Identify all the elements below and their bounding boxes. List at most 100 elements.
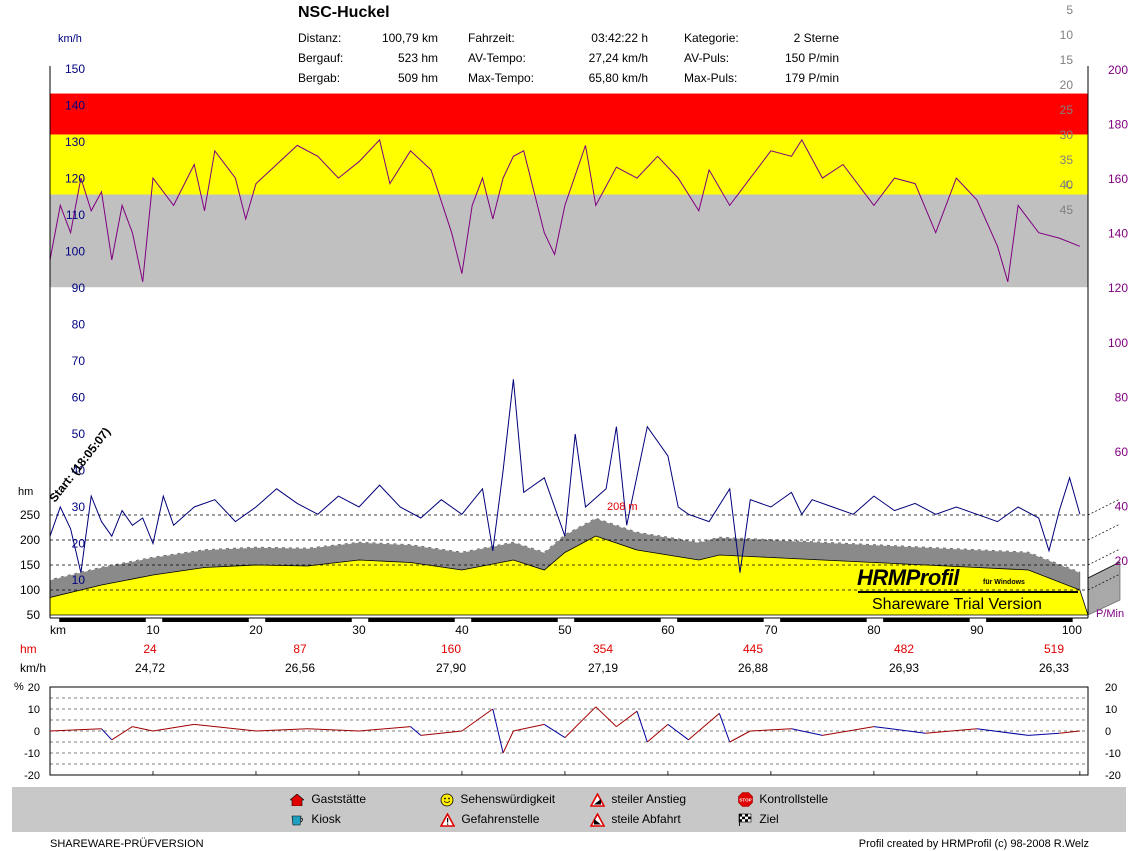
x-axis-segment xyxy=(986,618,1073,622)
hm-tick-label: 50 xyxy=(27,608,41,622)
stat-value-bergauf: 523 hm xyxy=(397,51,438,65)
summary-kmh-value: 26,33 xyxy=(1038,661,1070,675)
gradient-segment xyxy=(616,710,638,728)
legend-item-steiler-anstieg: steiler Anstieg xyxy=(589,792,686,807)
summary-hm-value: 445 xyxy=(742,642,764,656)
pulse-tick-label: 120 xyxy=(1108,281,1128,295)
trial-watermark: Shareware Trial Version xyxy=(872,596,1042,613)
stat-label-kategorie: Kategorie: xyxy=(684,31,739,45)
x-tick-label: 70 xyxy=(764,623,778,637)
summary-hm-label: hm xyxy=(20,642,37,656)
summary-kmh-value: 27,19 xyxy=(587,661,619,675)
elevation-area xyxy=(49,535,1089,616)
profile-chart: km/h102030405060708090100110120130140150… xyxy=(18,3,1129,637)
pulse-tick-label: 200 xyxy=(1108,63,1128,77)
legend-bar xyxy=(12,787,1126,832)
gradient-segment xyxy=(791,728,823,736)
gradient-axis-label: % xyxy=(14,681,24,693)
chart-title: NSC-Huckel xyxy=(298,4,390,21)
pulse-zone-gray xyxy=(50,194,1088,288)
elevation-ref-perspective xyxy=(1087,573,1121,591)
gradient-tick-right: 20 xyxy=(1105,682,1117,694)
speed-line xyxy=(49,379,1081,573)
perspective-edge xyxy=(1087,561,1121,579)
legend-label: Sehenswürdigkeit xyxy=(460,792,556,806)
steep-down-icon xyxy=(589,812,606,827)
kmh-axis-label: km/h xyxy=(58,33,82,45)
elevation-ref-perspective xyxy=(1087,498,1121,516)
temp-tick-label: 5 xyxy=(1066,3,1073,17)
gradient-segment xyxy=(750,728,792,732)
gradient-tick-left: 0 xyxy=(34,726,40,738)
hm-tick-label: 200 xyxy=(20,533,40,547)
gradient-segment xyxy=(420,730,462,736)
pulse-tick-label: 180 xyxy=(1108,118,1128,132)
kmh-tick-label: 80 xyxy=(72,318,86,332)
kmh-tick-label: 30 xyxy=(72,500,86,514)
gradient-tick-left: 10 xyxy=(28,704,40,716)
x-axis-segment xyxy=(368,618,455,622)
temp-tick-label: 35 xyxy=(1060,153,1074,167)
kmh-tick-label: 140 xyxy=(65,99,85,113)
speed-series xyxy=(49,379,1081,573)
stop-icon-text: STOP xyxy=(739,798,751,803)
gradient-segment xyxy=(718,713,731,743)
kmh-tick-label: 130 xyxy=(65,135,85,149)
gradient-segment xyxy=(111,726,133,741)
gradient-segment xyxy=(49,728,102,732)
kmh-tick-label: 20 xyxy=(72,537,86,551)
gradient-segment xyxy=(873,726,926,734)
footer-left: SHAREWARE-PRÜFVERSION xyxy=(50,838,204,850)
temp-tick-label: 40 xyxy=(1060,178,1074,192)
legend-item-kontrollstelle: STOP Kontrollstelle xyxy=(738,792,828,808)
footer-right: Profil created by HRMProfil (c) 98-2008 … xyxy=(858,838,1089,850)
legend-item-steile-abfahrt: steile Abfahrt xyxy=(589,812,681,827)
x-axis-segment xyxy=(883,618,970,622)
stat-value-av-puls: 150 P/min xyxy=(784,51,839,65)
summary-hm-value: 482 xyxy=(893,642,915,656)
legend-label: Kiosk xyxy=(311,812,341,826)
summary-hm-value: 160 xyxy=(440,642,462,656)
gradient-segment xyxy=(194,723,257,732)
stat-label-av-puls: AV-Puls: xyxy=(684,51,730,65)
hm-axis-label: hm xyxy=(18,486,33,498)
logo-underline xyxy=(858,591,1078,593)
stat-label-bergab: Bergab: xyxy=(298,71,341,85)
stat-value-distanz: 100,79 km xyxy=(381,31,438,45)
gradient-segment xyxy=(646,724,669,743)
x-axis-segment xyxy=(265,618,352,622)
stat-value-bergab: 509 hm xyxy=(397,71,438,85)
x-axis-segment xyxy=(574,618,661,622)
gradient-segment xyxy=(564,706,597,738)
stat-value-max-puls: 179 P/min xyxy=(784,71,839,85)
legend-item-ziel: Ziel xyxy=(738,812,779,827)
gradient-segment xyxy=(502,730,514,754)
summary-hm-value: 87 xyxy=(293,642,307,656)
stat-value-fahrzeit: 03:42:22 h xyxy=(591,31,648,45)
hrmprofil-logo-sub: für Windows xyxy=(983,579,1025,586)
kmh-tick-label: 120 xyxy=(65,172,85,186)
hm-tick-label: 150 xyxy=(20,558,40,572)
temp-axis-label: C xyxy=(1065,179,1073,191)
pulse-zone-yellow xyxy=(50,134,1088,195)
legend-label: steile Abfahrt xyxy=(611,812,681,826)
kmh-tick-label: 60 xyxy=(72,391,86,405)
gradient-tick-left: -20 xyxy=(24,770,40,782)
x-tick-label: 30 xyxy=(352,623,366,637)
legend-label: Gaststätte xyxy=(311,792,367,806)
legend-label: Gefahrenstelle xyxy=(461,812,540,826)
gradient-segment xyxy=(667,723,689,741)
gradient-segment xyxy=(152,723,195,732)
temp-tick-label: 20 xyxy=(1060,78,1074,92)
pulse-tick-label: 140 xyxy=(1108,227,1128,241)
pulse-series xyxy=(49,138,1081,282)
elevation-ref-perspective xyxy=(1087,523,1121,541)
gradient-segment xyxy=(1028,732,1060,736)
x-tick-label: 50 xyxy=(558,623,572,637)
warning-icon xyxy=(439,812,456,827)
kmh-tick-label: 10 xyxy=(72,573,86,587)
gradient-frame xyxy=(49,686,1089,776)
x-axis-segment xyxy=(59,618,146,622)
pulse-tick-label: 40 xyxy=(1115,499,1129,513)
gradient-tick-left: -10 xyxy=(24,748,40,760)
